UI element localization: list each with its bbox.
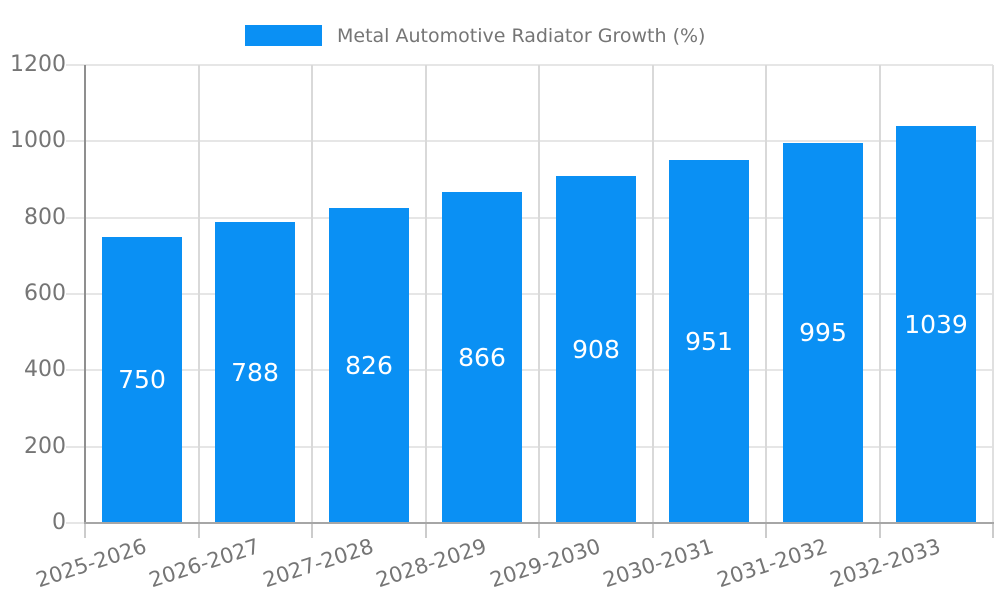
x-axis-line <box>84 522 994 524</box>
legend-swatch <box>245 25 322 46</box>
x-tick-0 <box>84 524 86 538</box>
bar <box>669 160 749 523</box>
x-tick-3 <box>425 524 427 538</box>
x-tick-2 <box>311 524 313 538</box>
bar <box>215 222 295 523</box>
y-tick-label: 800 <box>24 205 66 230</box>
gridline-x-3 <box>425 65 427 523</box>
y-tick-label: 1000 <box>10 128 66 153</box>
gridline-x-2 <box>311 65 313 523</box>
x-tick-7 <box>879 524 881 538</box>
bar <box>329 208 409 523</box>
bar-value-label: 866 <box>458 343 506 372</box>
bar-value-label: 908 <box>572 335 620 364</box>
gridline-y-600 <box>66 293 993 295</box>
bar <box>896 126 976 523</box>
bar <box>783 143 863 523</box>
gridline-x-5 <box>652 65 654 523</box>
x-tick-5 <box>652 524 654 538</box>
bar-value-label: 995 <box>799 318 847 347</box>
bar <box>442 192 522 523</box>
bar-value-label: 826 <box>345 351 393 380</box>
y-tick-label: 1200 <box>10 52 66 77</box>
y-tick-label: 600 <box>24 281 66 306</box>
legend: Metal Automotive Radiator Growth (%) <box>245 22 705 49</box>
x-tick-1 <box>198 524 200 538</box>
bar-value-label: 750 <box>118 365 166 394</box>
y-tick-label: 200 <box>24 434 66 459</box>
gridline-x-7 <box>879 65 881 523</box>
x-tick-6 <box>765 524 767 538</box>
gridline-y-200 <box>66 446 993 448</box>
gridline-x-8 <box>992 65 994 523</box>
bar <box>556 176 636 523</box>
y-tick-label: 0 <box>52 510 66 535</box>
gridline-x-1 <box>198 65 200 523</box>
gridline-y-800 <box>66 217 993 219</box>
bar-value-label: 951 <box>685 327 733 356</box>
x-tick-4 <box>538 524 540 538</box>
y-axis-line <box>84 65 86 538</box>
gridline-y-1000 <box>66 140 993 142</box>
bar <box>102 237 182 523</box>
x-tick-8 <box>992 524 994 538</box>
gridline-y-400 <box>66 369 993 371</box>
gridline-x-6 <box>765 65 767 523</box>
bar-value-label: 1039 <box>904 310 968 339</box>
bar-value-label: 788 <box>231 358 279 387</box>
y-tick-label: 400 <box>24 357 66 382</box>
gridline-x-4 <box>538 65 540 523</box>
legend-label: Metal Automotive Radiator Growth (%) <box>337 24 706 47</box>
gridline-y-1200 <box>66 64 993 66</box>
